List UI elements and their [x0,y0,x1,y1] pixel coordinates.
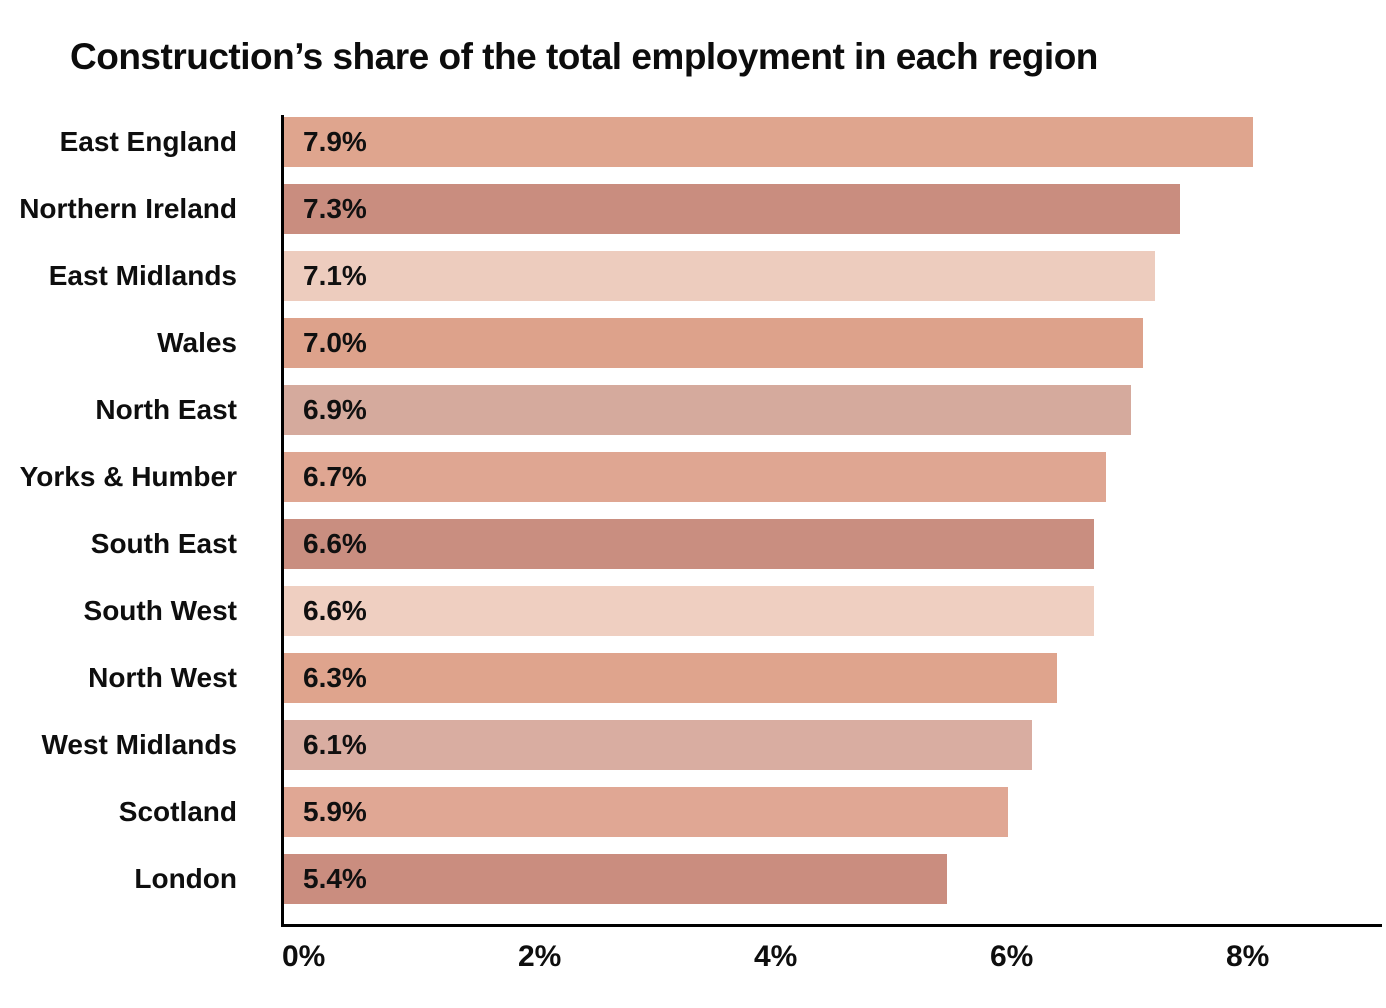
bar-value-label: 6.1% [303,729,367,760]
x-tick-label: 0% [282,940,326,973]
bar-value-label: 6.3% [303,662,367,693]
category-label: Scotland [118,796,237,827]
category-label: London [134,863,237,894]
bar: 5.4% [284,854,947,904]
bar-value-label: 6.6% [303,528,367,559]
x-tick-label: 2% [518,940,562,973]
x-axis-line [281,924,1382,927]
bar: 5.9% [284,787,1008,837]
category-label: East Midlands [48,260,237,291]
bar: 6.9% [284,385,1131,435]
bar: 7.1% [284,251,1155,301]
category-label: South East [90,528,237,559]
bar: 6.6% [284,519,1094,569]
category-label: North East [95,394,237,425]
x-tick-label: 6% [990,940,1034,973]
bar: 7.3% [284,184,1180,234]
bar-value-label: 6.6% [303,595,367,626]
category-label: Wales [157,327,237,358]
chart-title: Construction’s share of the total employ… [70,36,1098,77]
x-tick-label: 4% [754,940,798,973]
category-label: East England [59,126,237,157]
category-label: North West [88,662,237,693]
bar-value-label: 7.9% [303,126,367,157]
bar-value-label: 7.0% [303,327,367,358]
bar: 7.0% [284,318,1143,368]
category-label: Yorks & Humber [19,461,237,492]
category-label: South West [83,595,237,626]
category-label: West Midlands [41,729,237,760]
category-label: Northern Ireland [19,193,237,224]
bar: 7.9% [284,117,1253,167]
bar-value-label: 6.7% [303,461,367,492]
bar-value-label: 7.3% [303,193,367,224]
bar: 6.3% [284,653,1057,703]
bar-value-label: 6.9% [303,394,367,425]
x-tick-label: 8% [1226,940,1270,973]
bar-value-label: 5.4% [303,863,367,894]
bar-value-label: 5.9% [303,796,367,827]
bar: 6.1% [284,720,1032,770]
bar: 6.7% [284,452,1106,502]
y-axis-line [281,115,284,927]
bar: 6.6% [284,586,1094,636]
bar-value-label: 7.1% [303,260,367,291]
